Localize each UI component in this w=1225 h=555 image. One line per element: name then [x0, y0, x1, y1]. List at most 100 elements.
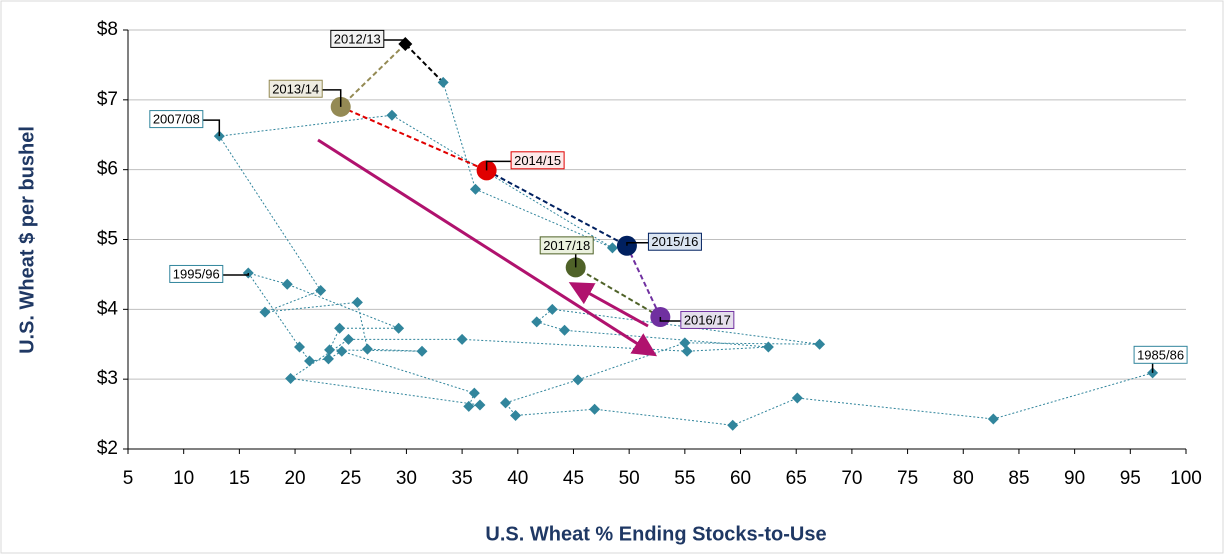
point [987, 413, 999, 425]
point [469, 183, 481, 195]
point [334, 322, 346, 334]
plot-area: $2 $3 $4 $5 $6 $7 $8 5 10 15 20 25 30 35 40 45 50 55 60 65 7… [97, 19, 1202, 489]
x-tick-label: 70 [841, 468, 862, 489]
x-tick-label: 95 [1120, 468, 1141, 489]
point-label: 2014/15 [514, 153, 561, 168]
label-box [510, 151, 565, 170]
label-box [539, 236, 594, 255]
point [500, 397, 512, 409]
x-tick-label: 100 [1170, 468, 1202, 489]
point-label: 2007/08 [153, 112, 200, 127]
point [336, 345, 348, 357]
y-tick-label: $6 [97, 159, 118, 180]
x-tick-label: 35 [452, 468, 473, 489]
point [304, 355, 316, 367]
leader-line [222, 273, 250, 276]
label-box [647, 232, 702, 251]
label-box [169, 264, 224, 283]
x-tick-label: 90 [1064, 468, 1085, 489]
point [791, 392, 803, 404]
connector [626, 245, 662, 318]
point [762, 341, 774, 353]
lines [218, 43, 1153, 426]
point [546, 303, 558, 315]
leader-line [659, 317, 681, 322]
point-label: 2013/14 [272, 81, 319, 96]
point-label: 2015/16 [651, 234, 698, 249]
point [531, 316, 543, 328]
label-box [680, 310, 735, 329]
point [606, 242, 618, 254]
connector [486, 169, 628, 247]
y-tick-label: $2 [97, 438, 118, 459]
leader-line [485, 160, 512, 171]
point [572, 374, 584, 386]
point [456, 333, 468, 345]
x-tick-label: 5 [123, 468, 134, 489]
leader-line [202, 119, 221, 137]
point [343, 333, 355, 345]
y-tick-label: $7 [97, 89, 118, 110]
point [322, 353, 334, 365]
point [393, 322, 405, 334]
x-tick-label: 85 [1008, 468, 1029, 489]
label-box [149, 110, 204, 129]
point [559, 324, 571, 336]
label-box [268, 79, 323, 98]
leader-line [383, 39, 407, 44]
trend-arrow [568, 282, 649, 328]
point [463, 400, 475, 412]
x-tick-label: 40 [507, 468, 528, 489]
y-tick-label: $5 [97, 229, 118, 250]
point-label: 1995/96 [173, 266, 220, 281]
connector [340, 43, 407, 108]
point [474, 399, 486, 411]
series-line [218, 82, 1153, 426]
connector [404, 43, 444, 84]
x-tick-label: 20 [284, 468, 305, 489]
point [468, 387, 480, 399]
leader-line [626, 242, 649, 246]
x-tick-label: 25 [340, 468, 361, 489]
point [324, 344, 336, 356]
point [589, 403, 601, 415]
point [814, 338, 826, 350]
y-axis-title: U.S. Wheat $ per bushel [16, 126, 38, 354]
point [681, 345, 693, 357]
x-axis-title: U.S. Wheat % Ending Stocks-to-Use [485, 523, 826, 545]
x-tick-label: 50 [619, 468, 640, 489]
point [294, 341, 306, 353]
point [259, 306, 271, 318]
label-box [330, 29, 385, 48]
point [386, 109, 398, 121]
x-tick-label: 15 [229, 468, 250, 489]
trend-arrow [317, 138, 658, 357]
point [351, 296, 363, 308]
point [416, 345, 428, 357]
x-tick-label: 60 [730, 468, 751, 489]
x-tick-label: 80 [953, 468, 974, 489]
x-tick-label: 75 [897, 468, 918, 489]
point [437, 76, 449, 88]
y-tick-label: $3 [97, 368, 118, 389]
leader-line [322, 89, 342, 107]
point-label: 1985/86 [1137, 347, 1184, 362]
point [510, 409, 522, 421]
point [361, 343, 373, 355]
point [285, 372, 297, 384]
point [281, 278, 293, 290]
point-label: 2016/17 [684, 312, 731, 327]
connector [340, 105, 488, 172]
x-tick-label: 30 [396, 468, 417, 489]
point [727, 419, 739, 431]
point [315, 284, 327, 296]
point-label: 2017/18 [543, 238, 590, 253]
connector [575, 266, 661, 318]
x-tick-label: 65 [786, 468, 807, 489]
point [679, 337, 691, 349]
x-tick-label: 10 [173, 468, 194, 489]
x-tick-label: 45 [563, 468, 584, 489]
y-tick-label: $8 [97, 19, 118, 40]
